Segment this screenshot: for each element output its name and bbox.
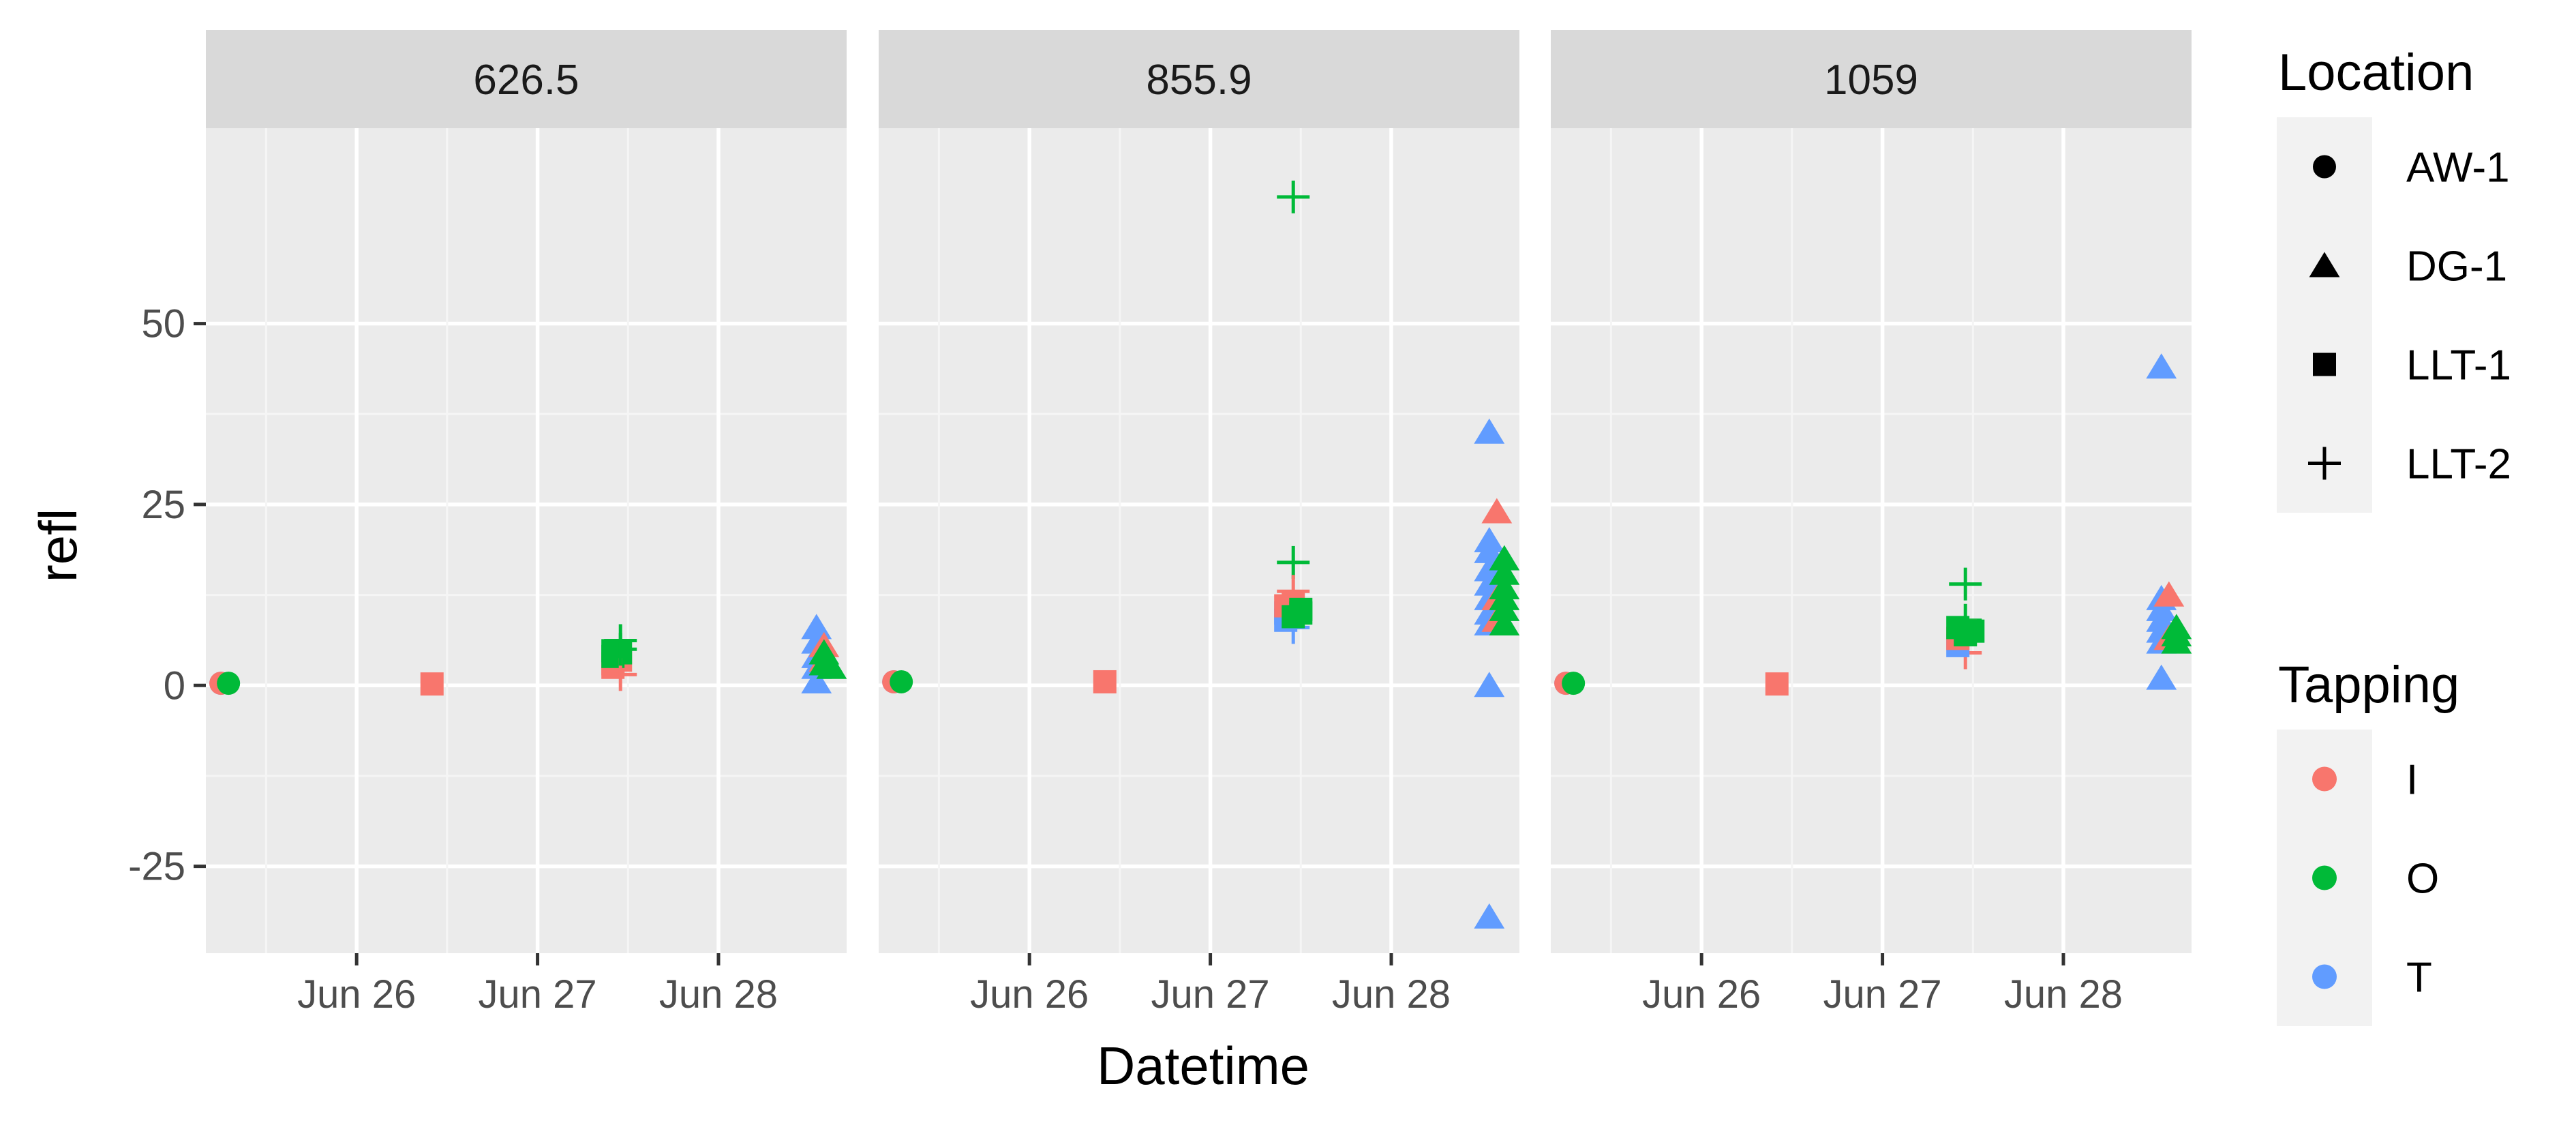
data-point-llt-1-i <box>1765 672 1789 696</box>
y-tick-label: 50 <box>141 302 185 346</box>
panel-855-9: 855.9 Jun 26 Jun 27 Jun 28 <box>879 30 1520 1017</box>
x-tick-label: Jun 28 <box>2004 972 2123 1017</box>
legend-label-llt-2: LLT-2 <box>2406 441 2511 488</box>
x-tick-label: Jun 27 <box>1823 972 1942 1017</box>
points <box>209 614 847 696</box>
facet-strip-label: 1059 <box>1824 57 1918 104</box>
points <box>1554 353 2192 696</box>
y-axis: -25 0 25 50 <box>128 302 206 889</box>
y-axis-title: refl <box>28 509 88 582</box>
panel-background <box>879 128 1519 953</box>
legend-key-background <box>2277 117 2372 513</box>
data-point-dg-1-o <box>1489 559 1520 585</box>
x-tick-label: Jun 26 <box>297 972 416 1017</box>
facet-strip <box>1551 30 2192 128</box>
legend-label-dg-1: DG-1 <box>2406 243 2507 290</box>
y-tick-label: 25 <box>141 483 185 527</box>
data-point-llt-1-o <box>1961 619 1985 643</box>
panel-626-5: 626.5 Jun 26 Jun 27 Jun 28 <box>206 30 847 1017</box>
legend-label-llt-1: LLT-1 <box>2406 342 2511 389</box>
legend-key-i <box>2312 766 2337 792</box>
legend-label-aw-1: AW-1 <box>2406 145 2510 192</box>
legend-key-aw-1 <box>2313 155 2336 179</box>
legend-layer: Location AW-1 DG-1 LLT-1 LLT-2 Tapping I O T <box>2277 44 2511 1026</box>
legend-label-i: I <box>2406 757 2418 804</box>
legend-key-dg-1 <box>2309 252 2340 278</box>
panels-layer: -25 0 25 50 626.5 Jun 26 Jun 27 Jun 28 855.9 Jun … <box>128 30 2192 1017</box>
data-point-llt-1-o <box>1289 597 1313 621</box>
x-tick-label: Jun 28 <box>1332 972 1451 1017</box>
data-point-llt-2-o <box>1949 567 1982 601</box>
data-point-dg-1-o <box>816 653 847 679</box>
panel-background <box>206 128 847 953</box>
legend-key-llt-2 <box>2308 447 2341 480</box>
data-point-llt-2-o <box>1277 180 1310 213</box>
y-tick-label: 0 <box>164 663 185 708</box>
y-tick-label: -25 <box>128 845 185 889</box>
legend-location: Location AW-1 DG-1 LLT-1 LLT-2 <box>2277 44 2511 513</box>
x-tick-label: Jun 26 <box>970 972 1089 1017</box>
data-point-llt-1-i <box>420 672 444 696</box>
facet-strip <box>879 30 1519 128</box>
data-point-dg-1-t <box>1474 537 1505 563</box>
panel-background <box>1551 128 2192 953</box>
legend-tapping: Tapping I O T <box>2277 656 2459 1026</box>
x-tick-label: Jun 28 <box>659 972 778 1017</box>
data-point-aw-1-o <box>890 670 913 693</box>
data-point-dg-1-t <box>801 668 832 693</box>
legend-key-llt-1 <box>2313 352 2336 376</box>
data-point-llt-2-o <box>604 624 637 657</box>
legend-title: Location <box>2278 44 2474 102</box>
facet-strip-label: 626.5 <box>473 57 579 104</box>
legend-label-o: O <box>2406 856 2439 903</box>
data-point-dg-1-t <box>2146 353 2177 379</box>
panel-1059: 1059 Jun 26 Jun 27 Jun 28 <box>1551 30 2192 1017</box>
points <box>882 180 1520 929</box>
data-point-dg-1-o <box>1489 545 1520 571</box>
data-point-dg-1-t <box>2146 664 2177 690</box>
legend-key-o <box>2312 865 2337 890</box>
data-point-llt-2-o <box>1277 545 1310 579</box>
data-point-dg-1-i <box>1481 498 1513 524</box>
data-point-dg-1-t <box>1474 672 1505 698</box>
data-point-aw-1-o <box>1562 672 1586 695</box>
data-point-dg-1-t <box>1474 903 1505 929</box>
x-tick-label: Jun 26 <box>1642 972 1761 1017</box>
legend-title: Tapping <box>2278 656 2459 714</box>
x-axis-title: Datetime <box>1097 1036 1309 1096</box>
data-point-dg-1-i <box>2153 581 2185 607</box>
data-point-llt-1-i <box>1093 670 1117 693</box>
data-point-dg-1-o <box>1489 610 1520 636</box>
facet-strip <box>206 30 847 128</box>
facet-strip-label: 855.9 <box>1146 57 1252 104</box>
data-point-aw-1-o <box>217 672 241 695</box>
data-point-dg-1-t <box>1474 418 1505 444</box>
legend-key-t <box>2312 964 2337 989</box>
x-tick-label: Jun 27 <box>1151 972 1270 1017</box>
data-point-dg-1-o <box>1489 595 1520 621</box>
x-tick-label: Jun 27 <box>479 972 597 1017</box>
data-point-dg-1-o <box>2161 628 2192 654</box>
legend-label-t: T <box>2406 955 2432 1002</box>
